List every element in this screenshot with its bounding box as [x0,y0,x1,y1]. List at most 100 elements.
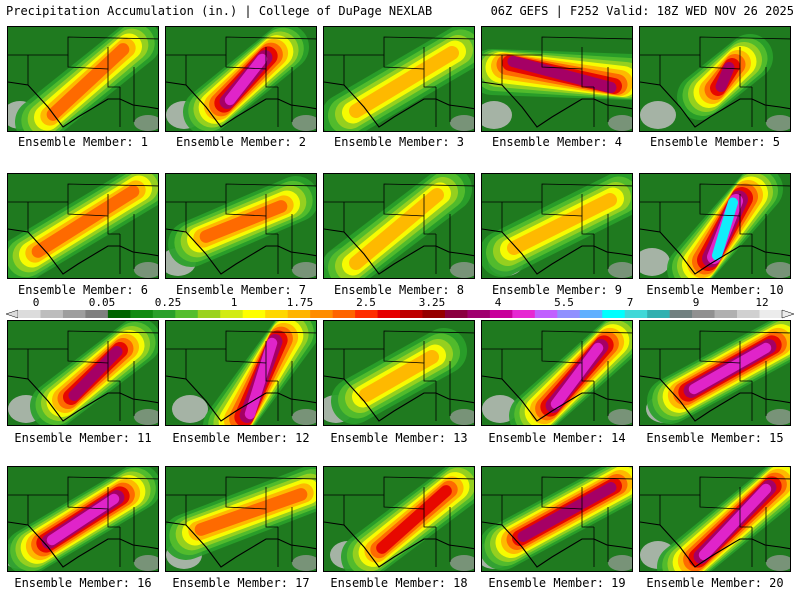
colorbar-tick-label: 0 [33,296,40,309]
colorbar-swatch [624,310,648,318]
colorbar-swatch [669,310,693,318]
colorbar-swatch [310,310,333,318]
dry-area [172,395,208,423]
state-borders [640,476,790,568]
state-borders [166,183,316,275]
ensemble-member-label: Ensemble Member: 5 [649,135,781,149]
state-borders [482,36,632,128]
colorbar-swatch [714,310,738,318]
colorbar-swatch [175,310,199,318]
precip-band [550,342,604,410]
colorbar-swatch [107,310,131,318]
state-borders [640,330,790,422]
colorbar-swatch [602,310,626,318]
ensemble-member-label: Ensemble Member: 10 [646,283,784,297]
dry-area [134,555,158,571]
state-borders [482,183,632,275]
colorbar-swatch [422,310,446,318]
colorbar-tick-label: 4 [495,296,502,309]
ensemble-member-map [639,320,791,426]
dry-area [766,115,790,131]
map-title: Precipitation Accumulation (in.) | Colle… [6,4,433,18]
ensemble-member-map [481,173,633,279]
dry-area [292,409,316,425]
colorbar-swatch [355,310,378,318]
colorbar-tick-label: 5.5 [554,296,574,309]
colorbar-tick-label: 7 [627,296,634,309]
colorbar-swatch [62,310,86,318]
dry-area [450,115,474,131]
state-borders [166,330,316,422]
ensemble-member-label: Ensemble Member: 19 [488,576,626,590]
precip-band [715,62,735,92]
colorbar-swatch [692,310,715,318]
precip-band [517,482,617,542]
precip-band [31,185,140,258]
dry-area [292,115,316,131]
ensemble-member-map [481,26,633,132]
colorbar-swatch [40,310,64,318]
dry-area [640,248,670,276]
run-valid-time: 06Z GEFS | F252 Valid: 18Z WED NOV 26 20… [490,4,794,18]
dry-area [766,262,790,278]
precip-band [46,43,130,121]
ensemble-member-label: Ensemble Member: 3 [333,135,465,149]
colorbar-swatch [197,310,221,318]
ensemble-member-map [323,173,475,279]
colorbar-swatch [85,310,109,318]
dry-area [608,409,632,425]
dry-area [640,101,676,129]
colorbar-tick-label: 12 [755,296,768,309]
ensemble-member-map [323,466,475,572]
ensemble-member-map [7,26,159,132]
ensemble-member-label: Ensemble Member: 17 [172,576,310,590]
state-borders [640,36,790,128]
state-borders [482,476,632,568]
state-borders [166,36,316,128]
ensemble-member-map [165,466,317,572]
precip-band [349,188,444,270]
state-borders [8,476,158,568]
ensemble-member-map [7,320,159,426]
colorbar-swatch [489,310,513,318]
dry-area [134,409,158,425]
colorbar-tick-label: 1.75 [287,296,314,309]
colorbar-tick-label: 1 [231,296,238,309]
precip-band [349,46,459,118]
dry-area [766,409,790,425]
colorbar-swatch [220,310,244,318]
colorbar-swatch [467,310,491,318]
precip-band [224,53,268,106]
ensemble-member-map [639,26,791,132]
precip-band [698,483,772,561]
precip-band [376,485,452,554]
precip-band [688,342,772,395]
ensemble-member-map [7,173,159,279]
ensemble-member-label: Ensemble Member: 12 [172,431,310,445]
dry-area [482,101,512,129]
state-borders [324,476,474,568]
colorbar-tick-label: 0.05 [89,296,116,309]
state-borders [482,330,632,422]
colorbar-legend: 0 0.05 0.25 1 1.75 2.5 3.25 4 5.5 7 9 12 [5,296,795,319]
dry-area [450,409,474,425]
colorbar-right-arrow [781,309,795,319]
colorbar-swatch [332,310,356,318]
dry-area [450,262,474,278]
colorbar-tick-label: 2.5 [356,296,376,309]
colorbar-swatch [759,310,783,318]
colorbar-swatch [737,310,760,318]
precip-band [507,56,617,93]
precip-band [359,350,439,402]
dry-area [134,115,158,131]
dry-area [608,262,632,278]
precip-band [199,200,288,243]
precip-band [46,493,120,546]
colorbar-swatch [152,310,176,318]
ensemble-member-map [481,320,633,426]
ensemble-member-label: Ensemble Member: 18 [330,576,468,590]
dry-area [608,115,632,131]
state-borders [8,36,158,128]
colorbar-swatch [242,310,266,318]
ensemble-member-label: Ensemble Member: 1 [17,135,149,149]
